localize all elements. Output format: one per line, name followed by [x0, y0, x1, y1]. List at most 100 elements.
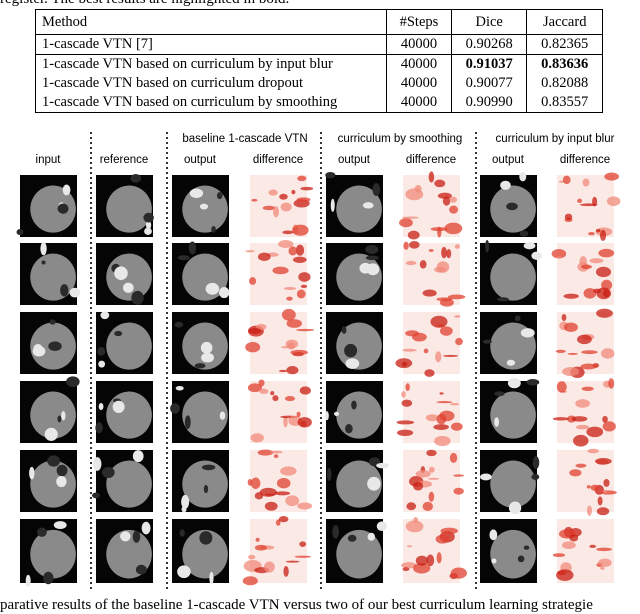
image [96, 243, 153, 305]
difference-spot [447, 294, 466, 300]
structure [325, 171, 336, 179]
difference-spot [575, 399, 591, 408]
difference-spot [434, 435, 451, 447]
structure [62, 184, 71, 196]
difference-spot [437, 192, 452, 199]
difference-spot [582, 178, 590, 187]
difference-spot [254, 492, 264, 500]
difference-spot [281, 308, 296, 321]
organ [336, 391, 382, 439]
structure [345, 358, 360, 369]
structure [179, 529, 185, 537]
structure [341, 326, 347, 334]
difference-spot [405, 188, 424, 201]
difference-spot [406, 502, 417, 511]
structure [100, 311, 110, 320]
table-cell: 0.82365 [526, 34, 603, 55]
difference-spot [428, 491, 435, 502]
difference-spot [396, 420, 415, 425]
difference-spot [439, 392, 444, 395]
difference-spot [401, 399, 413, 407]
structure [189, 188, 204, 199]
table-cell: 0.90990 [450, 93, 528, 113]
difference-spot [255, 537, 260, 542]
structure [132, 530, 141, 543]
difference-spot [413, 563, 431, 574]
difference-spot [403, 241, 409, 250]
difference-spot [272, 266, 289, 275]
structure [29, 466, 35, 480]
difference-spot [571, 416, 588, 422]
top-text: register. The best results are highlight… [0, 0, 289, 8]
difference-spot [297, 502, 313, 510]
column-label: input [35, 154, 61, 166]
structure [500, 180, 511, 190]
difference-spot [248, 554, 256, 560]
organ [490, 253, 536, 301]
caption: parative results of the baseline 1-casca… [0, 597, 593, 613]
image [172, 312, 229, 374]
structure [326, 467, 332, 481]
difference-spot [552, 553, 566, 557]
difference-spot [562, 175, 571, 185]
structure [517, 555, 525, 563]
difference-spot [264, 561, 275, 573]
difference-spot [602, 489, 608, 494]
difference-spot [401, 562, 417, 569]
image [403, 241, 466, 307]
difference-spot [399, 218, 413, 228]
results-table: Method #Steps Dice Jaccard 1-cascade VTN… [35, 9, 603, 113]
difference-spot [433, 424, 449, 430]
difference-spot [279, 369, 288, 373]
difference-spot [569, 469, 582, 477]
structure [174, 321, 184, 328]
organ [490, 460, 536, 508]
structure [194, 363, 206, 369]
difference-spot [291, 189, 296, 195]
image [245, 240, 311, 305]
difference-spot [413, 481, 424, 491]
structure [494, 417, 499, 427]
difference-spot [561, 541, 576, 549]
structure [489, 529, 498, 541]
image [20, 519, 77, 587]
difference-spot [436, 413, 447, 425]
structure [372, 183, 381, 197]
structure [184, 415, 191, 430]
difference-spot [561, 313, 567, 322]
difference-spot [283, 286, 297, 290]
structure [123, 282, 134, 293]
difference-spot [292, 224, 309, 236]
structure [188, 241, 197, 255]
column-label: output [184, 154, 216, 166]
difference-spot [454, 315, 461, 318]
image [395, 312, 463, 377]
structure [112, 400, 125, 413]
image [92, 450, 153, 512]
difference-spot [586, 426, 604, 438]
difference-spot [402, 567, 410, 572]
image [403, 449, 465, 512]
difference-spot [600, 490, 617, 495]
table-cell: 0.82088 [526, 74, 603, 93]
structure [366, 263, 380, 276]
difference-spot [551, 248, 567, 259]
difference-spot [424, 369, 435, 377]
organ [182, 460, 228, 508]
structure [143, 212, 154, 223]
structure [141, 521, 151, 535]
difference-spot [558, 180, 565, 183]
difference-spot [562, 366, 580, 377]
difference-spot [278, 515, 289, 523]
difference-spot [272, 395, 279, 402]
difference-spot [581, 386, 594, 392]
structure [519, 230, 529, 237]
difference-spot [402, 216, 419, 219]
structure [57, 203, 69, 214]
structure [43, 571, 54, 585]
image [20, 450, 77, 512]
difference-spot [430, 227, 448, 232]
difference-spot [602, 421, 616, 432]
difference-spot [426, 449, 437, 457]
structure [47, 455, 61, 467]
